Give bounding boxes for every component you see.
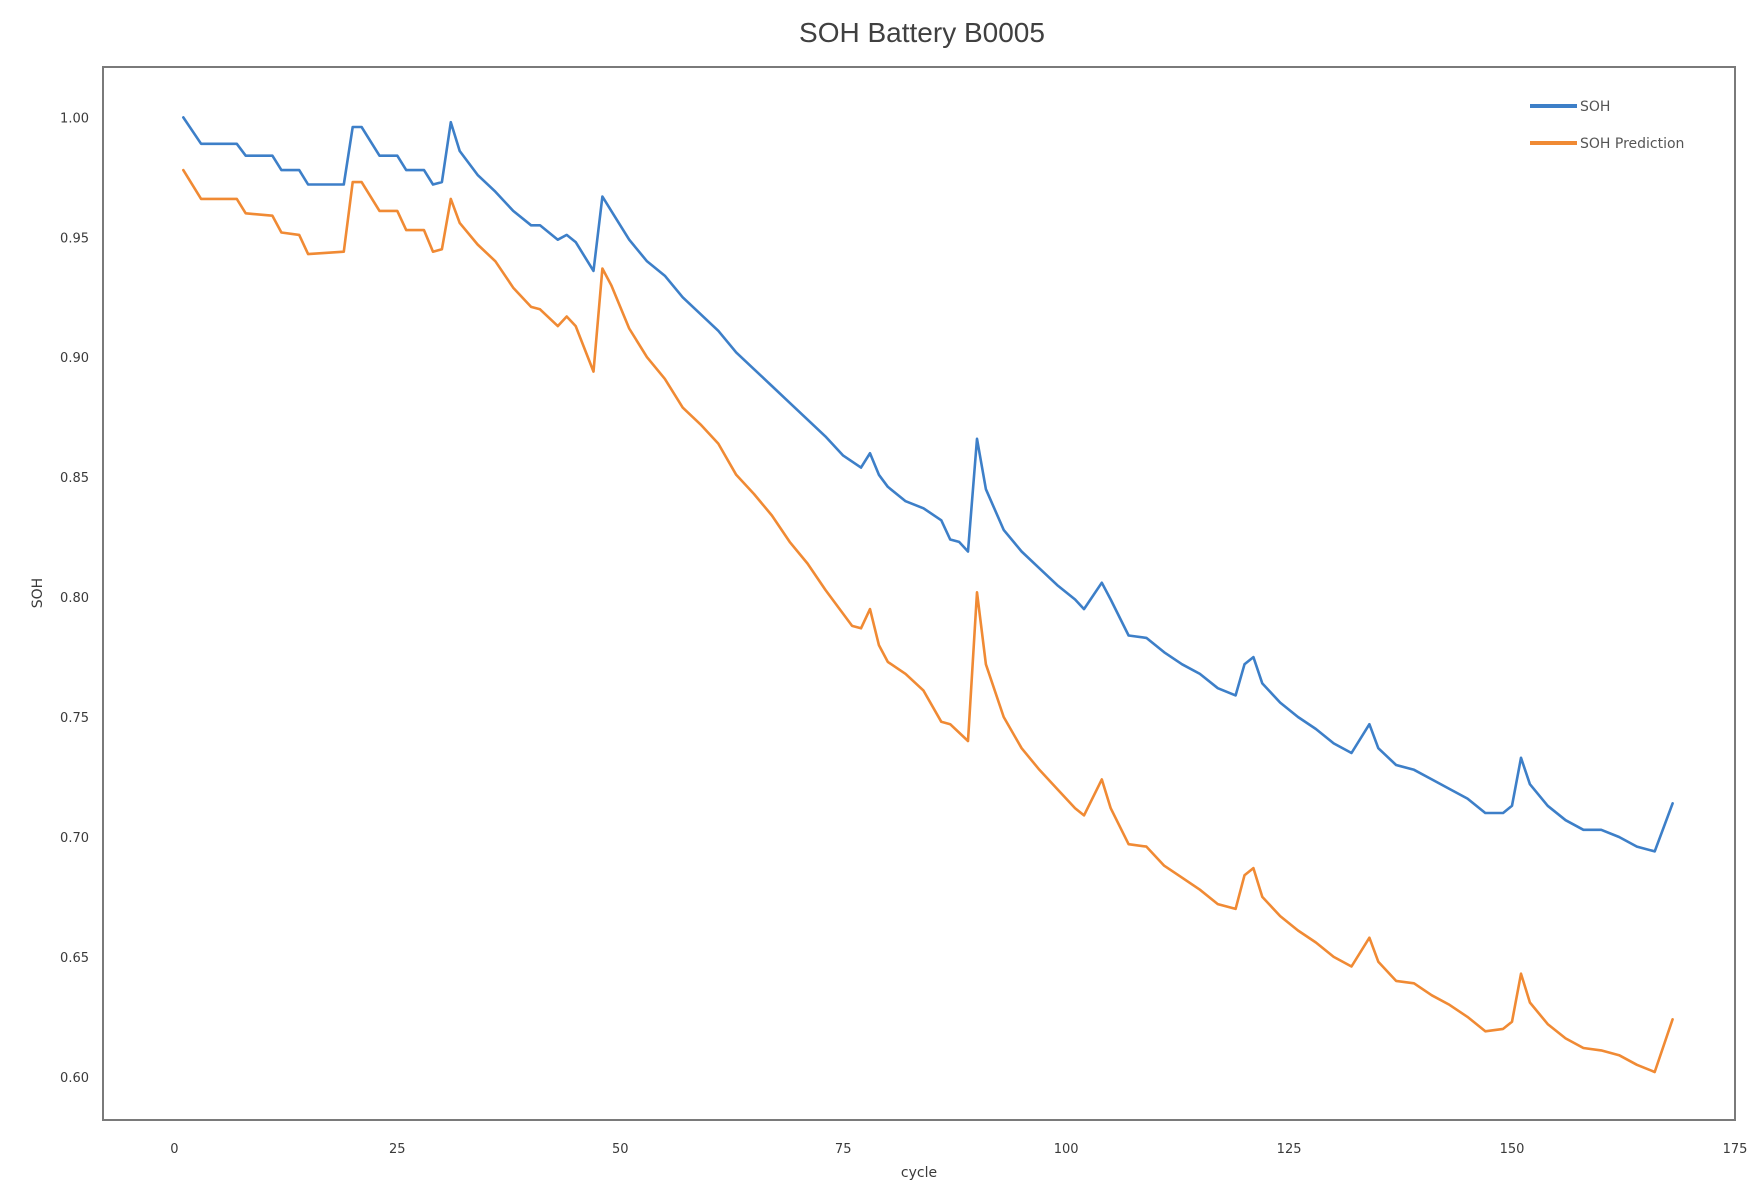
legend-label-soh-prediction: SOH Prediction: [1580, 136, 1684, 152]
x-tick-label: 100: [1054, 1142, 1079, 1157]
series-layer: [182, 116, 1674, 1074]
chart-title: SOH Battery B0005: [799, 17, 1045, 48]
x-tick-label: 25: [389, 1142, 406, 1157]
y-tick-label: 0.65: [60, 951, 89, 966]
plot-frame: [102, 66, 1736, 1121]
y-tick-label: 0.80: [60, 591, 89, 606]
y-tick-label: 0.70: [60, 831, 89, 846]
series-line-soh-prediction: [182, 168, 1674, 1074]
y-tick-label: 0.90: [60, 351, 89, 366]
x-tick-label: 150: [1500, 1142, 1525, 1157]
y-axis-ticks: 0.60 0.65 0.70 0.75 0.80 0.85 0.90 0.95 1.00: [60, 111, 89, 1085]
x-tick-label: 75: [835, 1142, 852, 1157]
y-tick-label: 1.00: [60, 111, 89, 126]
chart-legend: SOH SOH Prediction: [1530, 99, 1684, 152]
x-tick-label: 125: [1277, 1142, 1302, 1157]
y-tick-label: 0.85: [60, 471, 89, 486]
y-axis-label: SOH: [30, 578, 46, 608]
x-axis-ticks: 0 25 50 75 100 125 150 175: [170, 1142, 1747, 1157]
x-tick-label: 175: [1723, 1142, 1748, 1157]
series-line-soh: [182, 116, 1674, 853]
x-tick-label: 0: [170, 1142, 178, 1157]
x-tick-label: 50: [612, 1142, 629, 1157]
y-tick-label: 0.95: [60, 231, 89, 246]
legend-label-soh: SOH: [1580, 99, 1610, 115]
x-axis-label: cycle: [901, 1165, 937, 1181]
y-tick-label: 0.75: [60, 711, 89, 726]
y-tick-label: 0.60: [60, 1071, 89, 1086]
